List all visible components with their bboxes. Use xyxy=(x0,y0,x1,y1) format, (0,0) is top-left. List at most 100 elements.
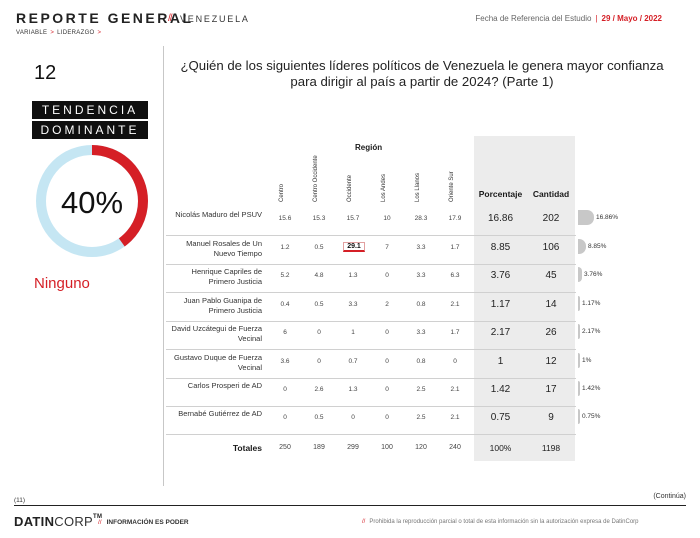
row-divider xyxy=(166,264,576,265)
highlighted-region-value: 29.1 xyxy=(343,242,365,252)
continues-note: (Continúa) xyxy=(653,493,686,500)
region-total: 100 xyxy=(381,444,393,451)
title-slash: // xyxy=(168,13,172,24)
region-column-label: Oriente Sur xyxy=(449,171,455,202)
breadcrumb-item-liderazgo[interactable]: LIDERAZGO xyxy=(57,30,95,36)
leader-name: Carlos Prosperi de AD xyxy=(187,381,262,390)
leader-name: Henrique Capriles de Primero Justicia xyxy=(191,267,262,286)
region-column-label: Occidente xyxy=(347,174,353,202)
report-title: REPORTE GENERAL xyxy=(16,10,194,26)
leader-name: David Uzcátegui de Fuerza Vecinal xyxy=(171,324,262,343)
donut-value-arc xyxy=(36,145,148,257)
region-column-label: Los Andes xyxy=(381,173,387,202)
region-value: 1.3 xyxy=(348,272,358,279)
tendencia-label: TENDENCIA xyxy=(32,101,148,119)
region-value: 0.5 xyxy=(314,244,324,251)
region-value: 7 xyxy=(385,244,389,251)
reference-date-label: Fecha de Referencia del Estudio xyxy=(475,14,592,23)
row-divider xyxy=(166,434,576,435)
percent-bar-label: 2.17% xyxy=(582,328,601,335)
region-value: 2.1 xyxy=(450,414,460,421)
percent-value: 8.85 xyxy=(490,242,511,253)
breadcrumb-item-variable[interactable]: VARIABLE xyxy=(16,30,48,36)
leader-name: Gustavo Duque de Fuerza Vecinal xyxy=(174,353,262,372)
region-value: 0.8 xyxy=(416,301,426,308)
count-value: 12 xyxy=(545,356,557,367)
reference-date-value: 29 / Mayo / 2022 xyxy=(601,14,662,23)
region-column-label: Centro xyxy=(279,183,285,202)
row-divider xyxy=(166,235,576,236)
logo-light-text: CORP xyxy=(54,514,94,529)
breadcrumb-arrow-icon: > xyxy=(97,30,102,36)
percent-bar xyxy=(578,324,580,339)
region-column-header: Occidente xyxy=(347,150,359,202)
region-value: 1 xyxy=(351,329,355,336)
region-value: 3.3 xyxy=(416,329,426,336)
region-value: 1.7 xyxy=(450,244,460,251)
percent-bar-label: 16.86% xyxy=(596,214,619,221)
region-value: 5.2 xyxy=(280,272,290,279)
region-value: 0 xyxy=(317,329,321,336)
count-value: 9 xyxy=(548,412,554,423)
region-value: 3.6 xyxy=(280,358,290,365)
tagline-slash: // xyxy=(98,519,102,526)
region-value: 0.5 xyxy=(314,301,324,308)
percent-value: 16.86 xyxy=(487,213,514,224)
region-total: 189 xyxy=(313,444,325,451)
region-value: 0 xyxy=(385,414,389,421)
region-total: 250 xyxy=(279,444,291,451)
logo-trademark: TM xyxy=(93,514,103,520)
region-total: 240 xyxy=(449,444,461,451)
region-column-header: Centro Occidente xyxy=(313,150,325,202)
row-divider xyxy=(166,406,576,407)
percent-bar xyxy=(578,267,582,282)
region-value: 3.3 xyxy=(348,301,358,308)
tagline-text: INFORMACIÓN ES PODER xyxy=(106,519,189,526)
region-total: 299 xyxy=(347,444,359,451)
region-value: 17.9 xyxy=(448,215,462,222)
leader-name: Bernabé Gutiérrez de AD xyxy=(178,409,262,418)
region-value: 0 xyxy=(385,272,389,279)
region-value: 10 xyxy=(383,215,391,222)
percent-bar-label: 0.75% xyxy=(582,413,601,420)
leader-name: Juan Pablo Guanipa de Primero Justicia xyxy=(183,296,262,315)
dominante-label: DOMINANTE xyxy=(32,121,148,139)
question-text: ¿Quién de los siguientes líderes polític… xyxy=(180,58,664,89)
region-value: 3.3 xyxy=(416,244,426,251)
percent-bar xyxy=(578,381,580,396)
region-value: 0.4 xyxy=(280,301,290,308)
count-total: 1198 xyxy=(541,443,561,453)
region-value: 1.7 xyxy=(450,329,460,336)
region-column-header: Los Llanos xyxy=(415,150,427,202)
leader-name: Manuel Rosales de Un Nuevo Tiempo xyxy=(186,239,262,258)
region-value: 0 xyxy=(283,414,287,421)
region-value: 0 xyxy=(351,414,355,421)
donut-percent: 40% xyxy=(60,185,124,220)
percent-bar xyxy=(578,210,594,225)
tagline: // INFORMACIÓN ES PODER xyxy=(98,519,189,526)
percent-bar xyxy=(578,353,580,368)
percent-value: 1.17 xyxy=(490,299,511,310)
region-value: 1.2 xyxy=(280,244,290,251)
reference-date-separator: | xyxy=(595,14,598,23)
region-value: 0 xyxy=(385,358,389,365)
percent-header: Porcentaje xyxy=(478,189,523,199)
row-divider xyxy=(166,292,576,293)
row-divider xyxy=(166,378,576,379)
page-number: (11) xyxy=(14,497,26,504)
count-header: Cantidad xyxy=(532,189,570,199)
legal-slash: // xyxy=(362,519,366,525)
count-value: 202 xyxy=(542,213,560,224)
region-value: 0.5 xyxy=(314,414,324,421)
region-value: 0 xyxy=(317,358,321,365)
dominant-answer: Ninguno xyxy=(34,275,90,292)
totals-label: Totales xyxy=(232,443,262,453)
report-country: VENEZUELA xyxy=(180,14,250,24)
count-value: 14 xyxy=(545,299,557,310)
region-column-header: Oriente Sur xyxy=(449,150,461,202)
percent-bar-label: 1.17% xyxy=(582,300,601,307)
percent-value: 0.75 xyxy=(490,412,511,423)
percent-bar-label: 3.76% xyxy=(584,271,603,278)
region-value: 6.3 xyxy=(450,272,460,279)
region-value: 15.6 xyxy=(278,215,292,222)
